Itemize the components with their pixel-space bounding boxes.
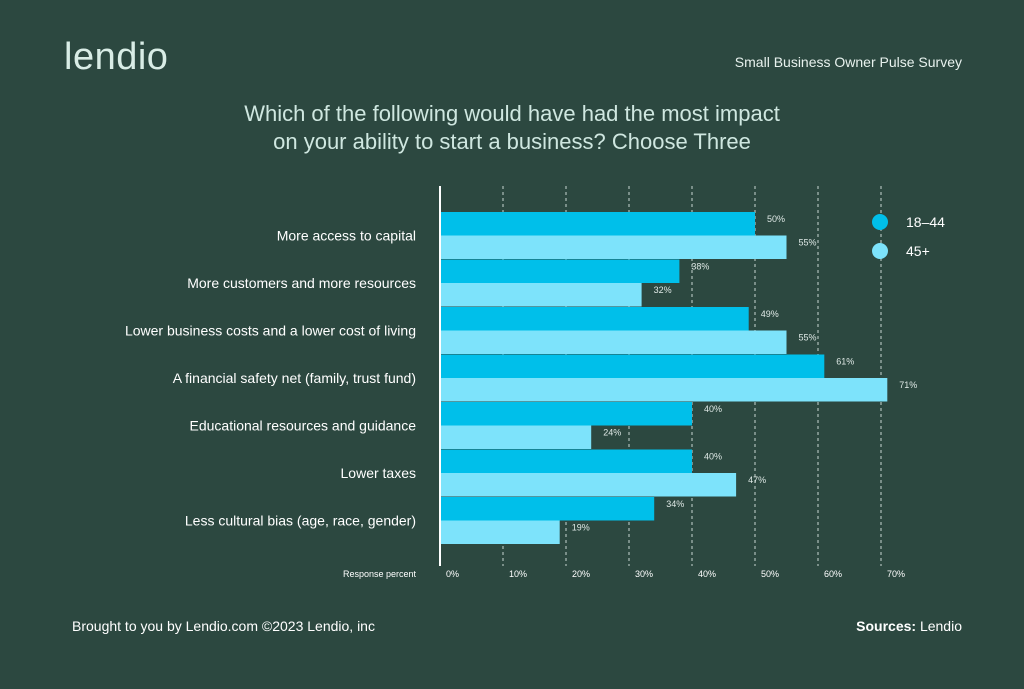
data-label: 24% — [603, 427, 621, 437]
legend-label: 45+ — [906, 243, 930, 259]
x-tick-label: 0% — [446, 569, 459, 579]
data-label: 40% — [704, 404, 722, 414]
bar — [440, 212, 755, 236]
lendio-logo: lendio — [64, 36, 169, 78]
bar — [440, 235, 787, 259]
legend-marker — [872, 214, 888, 230]
data-label: 50% — [767, 214, 785, 224]
data-label: 71% — [899, 380, 917, 390]
chart-title-line-1: Which of the following would have had th… — [244, 101, 780, 126]
bar-chart: More access to capital 50% 55% More custome… — [125, 186, 945, 579]
bar — [440, 283, 642, 307]
bar — [440, 425, 592, 449]
data-label: 32% — [654, 285, 672, 295]
sources-label: Sources: — [856, 618, 917, 634]
bar — [440, 449, 692, 473]
bar — [440, 354, 825, 378]
x-tick-label: 40% — [698, 569, 716, 579]
category-label: More customers and more resources — [187, 275, 416, 291]
data-label: 55% — [799, 237, 817, 247]
category-label: More access to capital — [277, 228, 416, 244]
x-tick-label: 60% — [824, 569, 842, 579]
data-label: 34% — [666, 499, 684, 509]
category-label: Less cultural bias (age, race, gender) — [185, 513, 416, 529]
data-label: 47% — [748, 475, 766, 485]
bar — [440, 402, 692, 426]
chart-title-line-2: on your ability to start a business? Cho… — [273, 129, 751, 154]
data-label: 55% — [799, 332, 817, 342]
bar — [440, 520, 560, 544]
x-tick-label: 30% — [635, 569, 653, 579]
bar — [440, 378, 888, 402]
footer-credit: Brought to you by Lendio.com ©2023 Lendi… — [72, 618, 375, 634]
data-label: 49% — [761, 309, 779, 319]
sources-value: Lendio — [916, 618, 962, 634]
category-label: Lower taxes — [341, 465, 416, 481]
data-label: 38% — [691, 261, 709, 271]
legend-label: 18–44 — [906, 214, 945, 230]
x-tick-label: 70% — [887, 569, 905, 579]
x-axis-title: Response percent — [343, 569, 417, 579]
category-label: Lower business costs and a lower cost of… — [125, 323, 416, 339]
data-label: 19% — [572, 522, 590, 532]
legend-marker — [872, 243, 888, 259]
footer-sources: Sources: Lendio — [856, 618, 962, 634]
category-label: A financial safety net (family, trust fu… — [173, 370, 416, 386]
bar — [440, 259, 680, 283]
data-label: 40% — [704, 451, 722, 461]
x-tick-label: 10% — [509, 569, 527, 579]
survey-name: Small Business Owner Pulse Survey — [734, 54, 962, 70]
bar — [440, 307, 749, 331]
x-tick-label: 50% — [761, 569, 779, 579]
bar — [440, 330, 787, 354]
category-label: Educational resources and guidance — [190, 418, 417, 434]
data-label: 61% — [836, 356, 854, 366]
chart-title: Which of the following would have had th… — [0, 100, 1024, 156]
bar — [440, 473, 737, 497]
bar — [440, 497, 655, 521]
x-tick-label: 20% — [572, 569, 590, 579]
